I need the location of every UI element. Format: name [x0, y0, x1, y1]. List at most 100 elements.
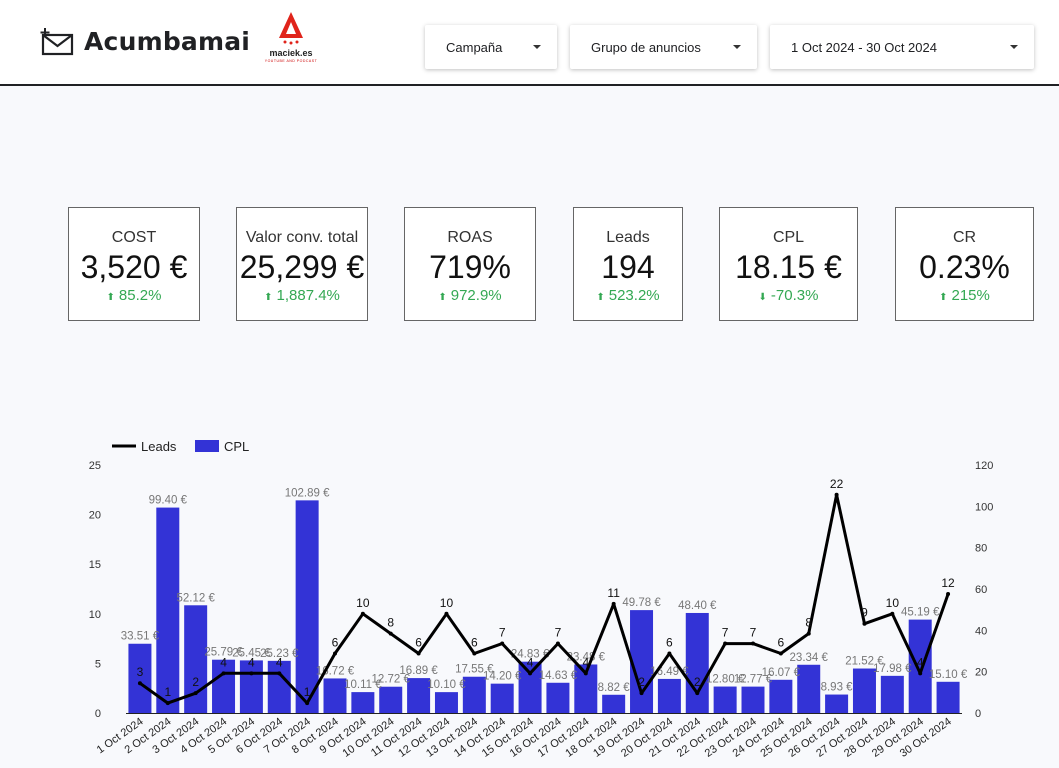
leads-point [555, 641, 560, 646]
legend-label-leads: Leads [141, 439, 177, 454]
leads-point [416, 651, 421, 656]
kpi-label: CR [952, 229, 977, 246]
chevron-down-icon [533, 45, 541, 49]
date-range-label: 1 Oct 2024 - 30 Oct 2024 [791, 39, 937, 55]
leads-point [333, 651, 337, 656]
leads-point-label: 9 [861, 606, 868, 620]
leads-point [834, 492, 839, 497]
arrow-up-icon: ⬆ [596, 292, 605, 303]
app-logo[interactable]: Acumbamail [40, 27, 259, 56]
kpi-label: ROAS [447, 229, 493, 246]
cpl-bar-label: 48.40 € [678, 600, 717, 612]
cpl-bar [797, 664, 821, 713]
cpl-bar-label: 14.63 € [539, 670, 578, 682]
kpi-card-roas: ROAS 719% ⬆ 972.9% [404, 207, 536, 321]
kpi-label: Valor conv. total [245, 229, 359, 246]
cpl-bar-label: 12.80 € [706, 674, 745, 686]
legend-label-cpl: CPL [224, 439, 249, 454]
kpi-card-conv-value: Valor conv. total 25,299 € ⬆ 1,887.4% [236, 207, 368, 321]
cpl-bar [518, 661, 542, 713]
leads-point-label: 4 [248, 655, 255, 669]
cpl-bar-label: 23.34 € [790, 652, 829, 664]
kpi-value: 719% [429, 249, 511, 285]
leads-point [946, 591, 951, 596]
leads-point [611, 601, 616, 606]
partner-logo: maciek.es YOUTUBE AND PODCAST [250, 4, 332, 78]
kpi-card-leads: Leads 194 ⬆ 523.2% [573, 207, 683, 321]
leads-point-label: 1 [164, 685, 171, 699]
leads-point [137, 681, 142, 686]
cpl-bar-label: 10.11 € [344, 679, 382, 691]
leads-point [806, 631, 811, 636]
leads-point [583, 671, 588, 676]
right-axis-tick-label: 100 [975, 501, 993, 513]
leads-point-label: 12 [941, 576, 955, 590]
chevron-down-icon [733, 45, 741, 49]
kpi-value: 25,299 € [239, 249, 365, 285]
leads-point-label: 7 [499, 626, 506, 640]
cpl-bar-label: 25.79 € [204, 647, 243, 659]
cpl-bar [685, 612, 709, 713]
right-axis-tick-label: 120 [975, 460, 993, 472]
leads-point-label: 11 [607, 586, 620, 600]
cpl-bar-label: 33.51 € [121, 631, 160, 643]
kpi-card-cost: COST 3,520 € ⬆ 85.2% [68, 207, 200, 321]
leads-point [472, 651, 477, 656]
cpl-bar-label: 14.20 € [483, 671, 522, 683]
cpl-bar-label: 99.40 € [149, 495, 188, 507]
cpl-bar [713, 686, 737, 713]
app-name: Acumbamail [84, 27, 259, 56]
leads-point-label: 3 [137, 665, 144, 679]
right-axis-tick-label: 20 [975, 667, 987, 679]
kpi-card-cpl: CPL 18.15 € ⬇ -70.3% [719, 207, 858, 321]
leads-point-label: 7 [750, 626, 757, 640]
cpl-bar [602, 694, 626, 713]
cpl-bar-label: 17.55 € [455, 664, 494, 676]
ad-group-dropdown-label: Grupo de anuncios [591, 39, 701, 55]
cpl-bar [908, 619, 932, 713]
date-range-picker[interactable]: 1 Oct 2024 - 30 Oct 2024 [770, 25, 1034, 69]
header: Acumbamail maciek.es YOUTUBE AND PODCAST… [0, 0, 1059, 86]
cpl-bar-label: 23.48 € [567, 651, 606, 663]
kpi-value: 0.23% [919, 249, 1010, 285]
leads-line [139, 493, 950, 705]
cpl-bar [184, 605, 208, 713]
cpl-bar-label: 12.72 € [372, 674, 411, 686]
arrow-up-icon: ⬆ [106, 292, 115, 303]
leads-point [305, 701, 310, 706]
cpl-bar-label: 12.77 € [734, 674, 773, 686]
right-axis-tick-label: 60 [975, 584, 987, 596]
leads-point-label: 6 [471, 635, 478, 649]
leads-point [444, 611, 449, 616]
cpl-bar [546, 682, 570, 713]
ad-group-dropdown[interactable]: Grupo de anuncios [570, 25, 757, 69]
kpi-change: 1,887.4% [276, 287, 340, 304]
right-axis-tick-label: 80 [975, 543, 987, 555]
leads-point [890, 611, 895, 616]
leads-point [277, 671, 282, 676]
left-axis-tick-label: 20 [89, 510, 101, 522]
leads-point [918, 671, 923, 676]
campaign-dropdown[interactable]: Campaña [425, 25, 557, 69]
cpl-bar-label: 24.83 € [511, 649, 550, 661]
cpl-bar-label: 21.52 € [845, 656, 884, 668]
cpl-bar-label: 17.98 € [873, 663, 912, 675]
leads-point-label: 4 [917, 655, 924, 669]
leads-point-label: 1 [304, 685, 311, 699]
right-axis-tick-label: 40 [975, 625, 987, 637]
leads-point [165, 701, 170, 706]
cpl-bar-label: 8.93 € [821, 682, 854, 694]
cpl-bar [574, 664, 598, 713]
cpl-bar [825, 694, 849, 713]
leads-point-label: 10 [440, 596, 454, 610]
cpl-bar [741, 686, 765, 713]
kpi-label: Leads [606, 229, 650, 246]
kpi-change: 523.2% [608, 287, 660, 304]
cpl-bar [379, 686, 403, 713]
leads-point-label: 22 [830, 477, 844, 491]
cpl-bar [490, 683, 514, 713]
cpl-bar-label: 16.07 € [762, 667, 801, 679]
leads-point [193, 691, 198, 696]
leads-point [778, 651, 783, 656]
kpi-change: 85.2% [118, 287, 162, 304]
